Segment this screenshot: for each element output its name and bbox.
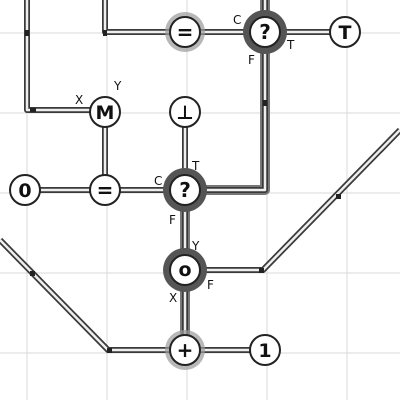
node-eq-mid-symbol: = [97,178,114,202]
node-bottom-symbol: ⊥ [176,102,193,124]
port-label-compose-f: F [207,278,214,292]
port-label-cond-mid-t: T [191,159,200,173]
port-label-compose-x: X [169,291,177,305]
node-cond-mid-symbol: ? [179,178,191,202]
node-plus[interactable]: + [169,334,201,366]
node-m[interactable]: M [89,96,121,128]
node-zero-left[interactable]: 0 [9,174,41,206]
node-t-top[interactable]: T [329,16,361,48]
node-one-symbol: 1 [258,340,271,362]
node-zero-left-symbol: 0 [18,180,31,202]
node-one[interactable]: 1 [249,334,281,366]
port-label-compose-y: Y [191,239,200,253]
port-label-m-y: Y [113,79,122,93]
port-label-cond-top-t: T [286,38,295,52]
node-eq-mid[interactable]: = [89,174,121,206]
node-compose[interactable]: o [169,254,201,286]
port-label-cond-mid-f: F [169,213,176,227]
node-cond-top[interactable]: ? [249,16,281,48]
node-plus-symbol: + [177,338,194,362]
port-label-m-x: X [75,93,83,107]
port-label-cond-top-c: C [233,13,241,27]
port-label-cond-mid-c: C [154,174,162,188]
node-compose-symbol: o [178,259,191,281]
port-labels: C T F X Y C T F Y X F [75,13,295,305]
nodes: = ? T M ⊥ 0 = ? [9,16,361,366]
node-t-top-symbol: T [339,22,352,44]
node-cond-top-symbol: ? [259,20,271,44]
node-eq-top-symbol: = [177,20,194,44]
port-label-cond-top-f: F [248,53,255,67]
node-bottom[interactable]: ⊥ [169,96,201,128]
node-eq-top[interactable]: = [169,16,201,48]
node-m-symbol: M [96,102,115,124]
node-cond-mid[interactable]: ? [169,174,201,206]
